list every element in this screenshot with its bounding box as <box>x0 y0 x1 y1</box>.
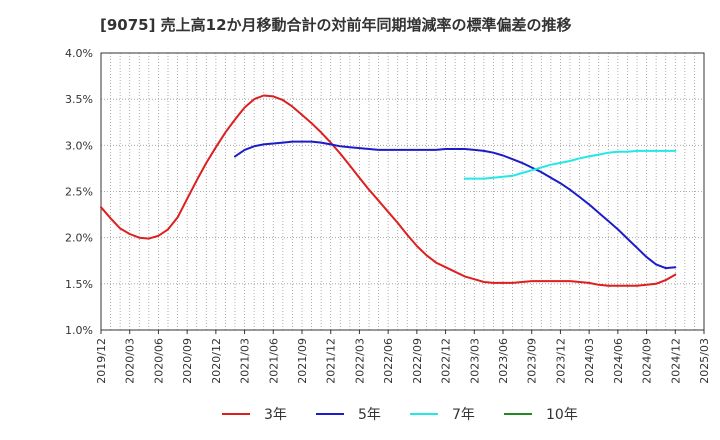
x-tick-label: 2023/03 <box>468 338 481 384</box>
y-tick-label: 1.0% <box>65 324 93 337</box>
plot-border <box>100 52 705 331</box>
x-tick-label: 2021/09 <box>296 338 309 384</box>
x-tick-label: 2024/06 <box>612 338 625 384</box>
series-line-1 <box>100 94 677 287</box>
x-tick-label: 2024/12 <box>669 338 682 384</box>
y-tick-label: 2.0% <box>65 232 93 245</box>
x-tick-label: 2022/06 <box>382 338 395 384</box>
y-tick-label: 3.0% <box>65 139 93 152</box>
legend-label-2: 5年 <box>358 407 381 423</box>
x-tick-label: 2024/03 <box>583 338 596 384</box>
y-tick-label: 2.5% <box>65 186 93 199</box>
legend-label-3: 7年 <box>452 407 475 423</box>
legend-label-4: 10年 <box>546 407 578 423</box>
x-tick-label: 2022/12 <box>440 338 453 384</box>
x-tick-label: 2021/03 <box>239 338 252 384</box>
chart-title: [9075] 売上高12か月移動合計の対前年同期増減率の標準偏差の推移 <box>100 16 572 34</box>
x-tick-label: 2021/06 <box>267 338 280 384</box>
series-line-3 <box>463 149 677 180</box>
y-tick-label: 1.5% <box>65 278 93 291</box>
x-tick-label: 2020/09 <box>181 338 194 384</box>
y-tick-label: 3.5% <box>65 93 93 106</box>
legend-label-1: 3年 <box>264 407 287 423</box>
x-tick-label: 2023/06 <box>497 338 510 384</box>
x-tick-label: 2020/03 <box>124 338 137 384</box>
y-tick-label: 4.0% <box>65 47 93 60</box>
plot-area <box>101 53 704 330</box>
x-tick-label: 2020/06 <box>152 338 165 384</box>
x-tick-label: 2025/03 <box>698 338 711 384</box>
x-tick-label: 2024/09 <box>641 338 654 384</box>
series-line-2 <box>234 140 677 270</box>
x-tick-label: 2022/03 <box>353 338 366 384</box>
x-tick-label: 2020/12 <box>210 338 223 384</box>
x-tick-label: 2021/12 <box>325 338 338 384</box>
x-tick-label: 2023/12 <box>554 338 567 384</box>
x-tick-label: 2022/09 <box>411 338 424 384</box>
x-tick-label: 2019/12 <box>95 338 108 384</box>
x-tick-label: 2023/09 <box>526 338 539 384</box>
